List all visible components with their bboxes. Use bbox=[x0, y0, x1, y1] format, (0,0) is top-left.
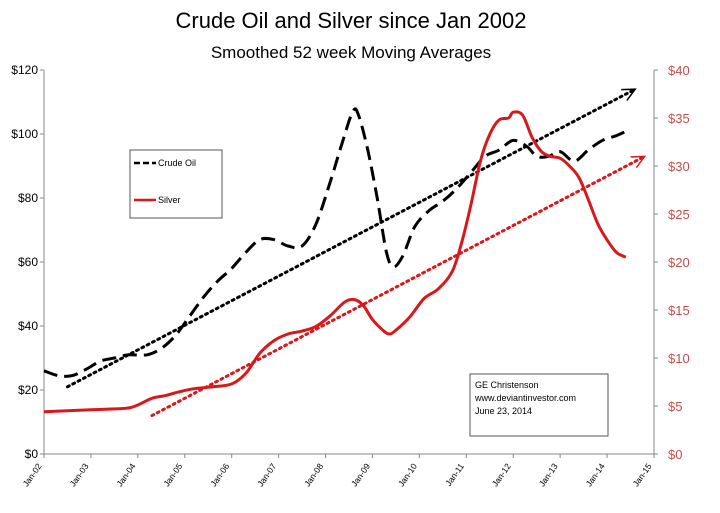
x-tick-label: Jan-03 bbox=[67, 461, 90, 488]
x-tick-label: Jan-09 bbox=[349, 461, 372, 488]
trendline-0 bbox=[65, 87, 637, 389]
trendline-arrowhead-1 bbox=[630, 155, 647, 169]
x-tick-label: Jan-13 bbox=[537, 461, 560, 488]
right-tick-label: $5 bbox=[668, 399, 682, 414]
crude-oil-line bbox=[43, 107, 632, 378]
legend-box bbox=[129, 149, 223, 219]
x-tick-label: Jan-10 bbox=[396, 461, 419, 488]
silver-line bbox=[43, 110, 627, 414]
right-tick-label: $20 bbox=[668, 255, 690, 270]
annotation-box: GE Christenson www.deviantinvestor.com J… bbox=[469, 373, 609, 437]
x-tick-label: Jan-11 bbox=[443, 461, 466, 488]
legend: Crude Oil Silver bbox=[129, 149, 223, 219]
x-tick-label: Jan-07 bbox=[255, 461, 278, 488]
x-tick-label: Jan-06 bbox=[208, 461, 231, 488]
left-tick-label: $120 bbox=[11, 63, 38, 77]
right-tick-label: $30 bbox=[668, 159, 690, 174]
left-tick-label: $100 bbox=[11, 127, 38, 141]
trendline-1 bbox=[150, 154, 647, 418]
annotation-border bbox=[469, 373, 609, 437]
chart-subtitle: Smoothed 52 week Moving Averages bbox=[211, 43, 491, 62]
left-axis-ticks: $0 $20 $40 $60 $80 $100 $120 bbox=[11, 63, 44, 461]
annotation-line-1: GE Christenson bbox=[475, 380, 539, 390]
left-tick-label: $40 bbox=[18, 319, 38, 333]
legend-oil-label: Crude Oil bbox=[158, 158, 196, 168]
left-tick-label: $60 bbox=[18, 255, 38, 269]
annotation-line-3: June 23, 2014 bbox=[475, 406, 532, 416]
chart-title: Crude Oil and Silver since Jan 2002 bbox=[176, 8, 527, 33]
x-tick-label: Jan-14 bbox=[584, 461, 607, 488]
x-tick-label: Jan-12 bbox=[490, 461, 513, 488]
x-tick-label: Jan-04 bbox=[114, 461, 137, 488]
annotation-line-2: www.deviantinvestor.com bbox=[474, 393, 576, 403]
x-tick-label: Jan-05 bbox=[161, 461, 184, 488]
x-tick-label: Jan-08 bbox=[302, 461, 325, 488]
x-tick-label: Jan-15 bbox=[631, 461, 654, 488]
right-tick-label: $10 bbox=[668, 351, 690, 366]
right-axis-ticks: $0 $5 $10 $15 $20 $25 $30 $35 $40 bbox=[654, 63, 690, 462]
right-tick-label: $15 bbox=[668, 303, 690, 318]
right-tick-label: $25 bbox=[668, 207, 690, 222]
left-tick-label: $20 bbox=[18, 383, 38, 397]
left-tick-label: $80 bbox=[18, 191, 38, 205]
x-axis-ticks: Jan-02 Jan-03 Jan-04 Jan-05 Jan-06 Jan-07 Jan-… bbox=[21, 454, 655, 488]
x-tick-label: Jan-02 bbox=[21, 461, 44, 488]
trendline-arrowhead-0 bbox=[621, 88, 637, 101]
series-lines bbox=[43, 107, 632, 414]
trendlines bbox=[65, 87, 647, 418]
right-tick-label: $0 bbox=[668, 447, 682, 462]
right-tick-label: $40 bbox=[668, 63, 690, 78]
left-tick-label: $0 bbox=[25, 447, 39, 461]
right-tick-label: $35 bbox=[668, 111, 690, 126]
legend-silver-label: Silver bbox=[158, 195, 181, 205]
